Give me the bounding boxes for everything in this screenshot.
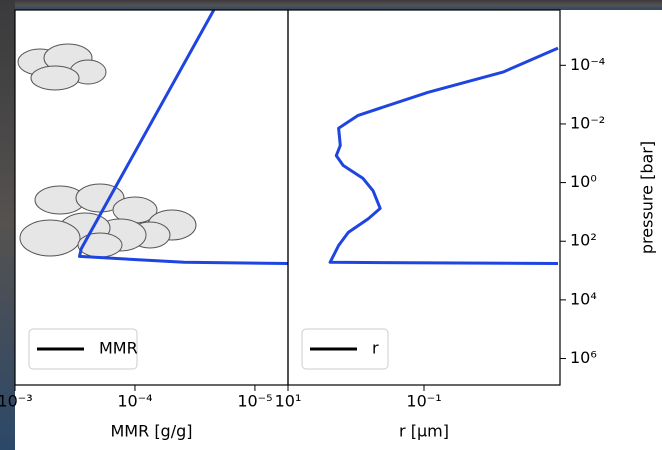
photo-strip bbox=[0, 0, 662, 10]
photo-strip bbox=[0, 0, 15, 450]
y-tick-label: 10⁴ bbox=[570, 289, 597, 308]
y-tick-label: 10⁻² bbox=[570, 113, 605, 132]
y-tick-label: 10² bbox=[570, 231, 597, 250]
x-tick-label: 10⁻⁵ bbox=[237, 392, 272, 411]
y-tick-label: 10⁻⁴ bbox=[570, 55, 605, 74]
x-axis-label: MMR [g/g] bbox=[111, 422, 193, 441]
legend-label: MMR bbox=[99, 339, 138, 358]
x-tick-label: 10⁻³ bbox=[0, 392, 33, 411]
data-line bbox=[328, 46, 559, 265]
x-tick-label: 10⁻¹ bbox=[406, 392, 441, 411]
y-axis-label: pressure [bar] bbox=[638, 141, 657, 254]
x-tick-label: 10⁻⁴ bbox=[117, 392, 152, 411]
y-tick-label: 10⁶ bbox=[570, 348, 597, 367]
y-tick-label: 10⁰ bbox=[570, 172, 597, 191]
legend-label: r bbox=[372, 339, 379, 358]
x-tick-label: 10¹ bbox=[275, 392, 302, 411]
data-line bbox=[78, 9, 289, 265]
x-axis-label: r [μm] bbox=[399, 422, 449, 441]
cloud bbox=[17, 43, 107, 91]
